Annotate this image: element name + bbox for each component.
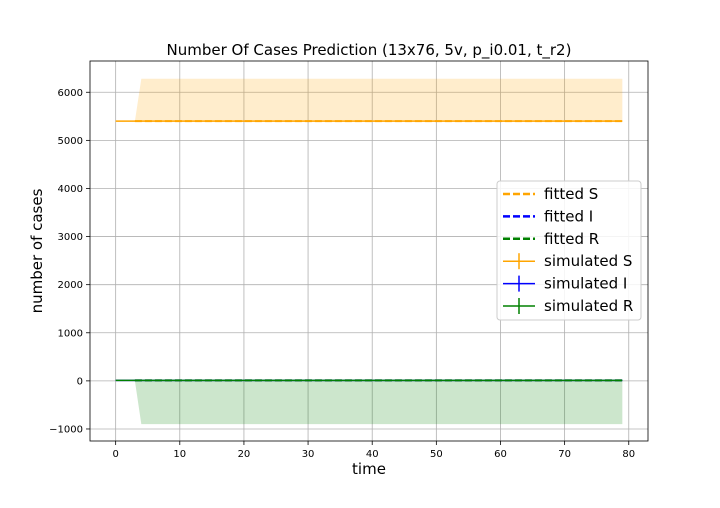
x-tick-label: 50	[430, 449, 443, 460]
x-tick-label: 20	[238, 449, 251, 460]
legend-label-fitted-S: fitted S	[544, 185, 598, 203]
y-tick-label: 4000	[58, 184, 83, 195]
x-tick-label: 0	[112, 449, 118, 460]
y-tick-label: 3000	[58, 232, 83, 243]
y-tick-label: 5000	[58, 136, 83, 147]
line-layer	[115, 120, 623, 382]
simulated-R-band	[115, 380, 623, 425]
legend-label-simulated-I: simulated I	[544, 275, 627, 293]
legend-label-simulated-S: simulated S	[544, 252, 632, 270]
y-tick-label: 2000	[58, 280, 83, 291]
legend-label-fitted-I: fitted I	[544, 207, 593, 225]
band-layer	[115, 78, 623, 425]
x-axis-label: time	[352, 460, 386, 478]
x-tick-label: 30	[302, 449, 315, 460]
legend-label-simulated-R: simulated R	[544, 297, 633, 315]
plot-frame	[89, 60, 649, 442]
legend-label-fitted-R: fitted R	[544, 230, 599, 248]
x-tick-label: 80	[622, 449, 635, 460]
y-tick-label: 0	[77, 376, 83, 387]
y-tick-label: 1000	[58, 328, 83, 339]
y-axis-label: number of cases	[28, 188, 46, 313]
y-tick-label: −1000	[49, 424, 83, 435]
x-tick-label: 10	[173, 449, 186, 460]
y-tick-label: 6000	[58, 88, 83, 99]
chart-title: Number Of Cases Prediction (13x76, 5v, p…	[167, 41, 572, 60]
x-tick-label: 60	[494, 449, 507, 460]
x-tick-label: 40	[366, 449, 379, 460]
legend: fitted S fitted I fitted R simulated S simul…	[496, 180, 642, 321]
simulated-S-band	[115, 78, 623, 122]
tick-layer: 0 10 20 30 40 50 60 70 80 −1000 0 1000 2000 3000 4000 5…	[49, 88, 635, 460]
x-tick-label: 70	[558, 449, 571, 460]
